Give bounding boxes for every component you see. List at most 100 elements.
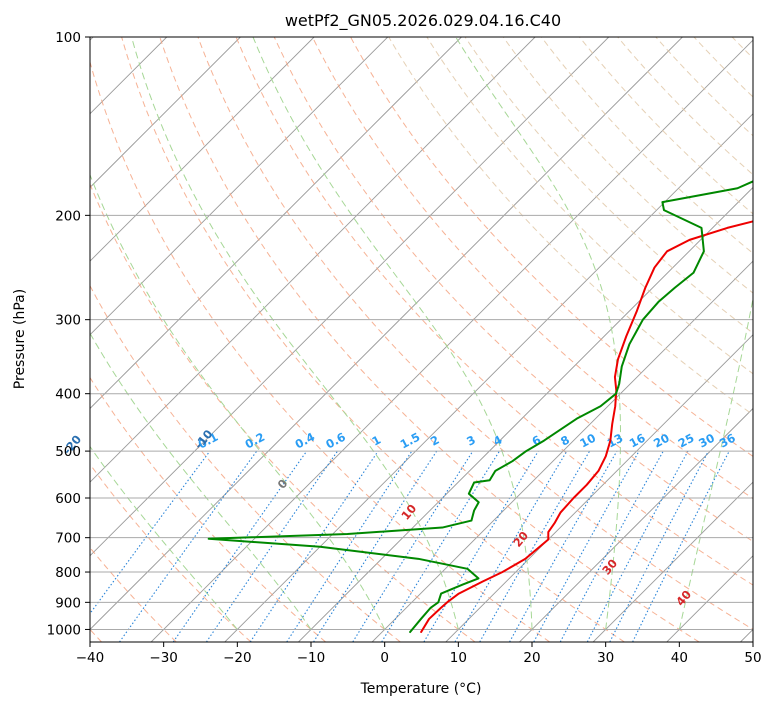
temperature-series [420, 220, 753, 634]
isotherm-line [90, 37, 315, 262]
y-tick-label: 200 [55, 208, 81, 224]
plot-frame [89, 36, 754, 643]
x-tick-label: 10 [450, 650, 467, 666]
moist-adiabat-line [252, 37, 533, 630]
y-tick-label: 900 [55, 595, 81, 611]
mixing-ratio-label: 0.6 [323, 430, 348, 452]
y-tick-label: 600 [55, 491, 81, 507]
moist-adiabat-line [90, 332, 312, 630]
x-tick-label: 40 [671, 650, 688, 666]
moist-adiabat-line [455, 37, 622, 630]
dry-adiabat-line [350, 37, 753, 457]
y-tick-label: 800 [55, 565, 81, 581]
x-tick-label: 0 [380, 650, 389, 666]
y-tick-label: 100 [55, 30, 81, 46]
x-tick-label: 50 [744, 650, 761, 666]
dry-adiabat-line [90, 463, 252, 642]
mixing-ratio-label: 4 [491, 433, 505, 449]
isotherm-line [90, 37, 683, 631]
mixing-ratio-label: 8 [558, 433, 572, 449]
dry-adiabat-line [388, 37, 753, 416]
moist-adiabat-line [678, 295, 753, 630]
y-axis: 100 200 300 400 500 600 700 800 900 1000 [47, 30, 90, 638]
x-tick-label: 20 [523, 650, 540, 666]
isotherm-line [90, 37, 241, 189]
mixing-ratio-label: 2 [428, 433, 442, 449]
dry-adiabat-line [159, 37, 700, 642]
mixing-ratio-line [286, 450, 413, 642]
y-tick-label: 500 [55, 444, 81, 460]
dry-adiabat-line [579, 37, 753, 215]
isotherm-line [90, 37, 462, 410]
x-tick-label: −10 [297, 650, 326, 666]
dry-adiabat-line [464, 37, 753, 334]
y-tick-label: 700 [55, 531, 81, 547]
mixing-ratio-label: 16 [627, 431, 648, 451]
mixing-ratio-line [313, 450, 438, 642]
isotherm-line [519, 407, 753, 642]
sounding-series [207, 180, 753, 634]
mixing-ratio-label: 1 [369, 433, 383, 449]
y-tick-label: 1000 [47, 622, 81, 638]
x-tick-label: −40 [76, 650, 105, 666]
x-tick-label: −30 [149, 650, 178, 666]
x-axis: −40 −30 −20 −10 0 10 20 30 40 50 [76, 642, 762, 666]
mixing-ratio-line [454, 450, 568, 642]
dry-adiabat-line [693, 37, 753, 98]
y-axis-label: Pressure (hPa) [12, 289, 28, 389]
mixing-ratio-label: 20 [651, 431, 672, 451]
dry-adiabat-line [197, 37, 753, 631]
x-tick-label: 30 [597, 650, 614, 666]
moist-adiabat-line [131, 37, 459, 630]
x-tick-label: −20 [223, 650, 252, 666]
isotherm-line [740, 628, 753, 642]
dry-adiabat-line [502, 37, 753, 294]
dry-adiabat-line [655, 37, 753, 137]
mixing-ratio-line [559, 450, 664, 642]
mixing-ratio-line [533, 450, 640, 642]
mixing-ratio-line [632, 450, 730, 642]
y-tick-label: 400 [55, 387, 81, 403]
mixing-ratio-label: 10 [577, 431, 598, 451]
dry-adiabat-line [90, 182, 476, 642]
moist-adiabat-line [90, 173, 386, 630]
isotherm-line [90, 37, 610, 557]
dry-adiabat-line [235, 37, 753, 586]
mixing-ratio-line [90, 450, 211, 615]
mixing-ratio-line [609, 450, 709, 642]
mixing-ratio-line [381, 450, 500, 642]
mixing-ratio-line [352, 450, 474, 642]
moist-adiabat-line [90, 445, 238, 630]
chart-title: wetPf2_GN05.2026.029.04.16.C40 [285, 11, 561, 31]
mixing-ratio-line [119, 450, 258, 642]
mixing-ratio-label: 0.4 [293, 430, 318, 452]
dry-adiabat-line [90, 284, 401, 642]
mixing-ratio-line [249, 450, 379, 642]
dry-adiabat-line [121, 37, 625, 642]
isotherm-line [592, 481, 753, 642]
adiabat-label: 20 [510, 528, 531, 549]
isotherm-line [224, 113, 753, 642]
isotherm-line [666, 555, 753, 642]
mixing-ratio-label: 36 [717, 431, 738, 451]
mixing-ratio-label: 30 [696, 431, 717, 451]
x-axis-label: Temperature (°C) [360, 681, 482, 697]
isotherm-line [90, 37, 536, 483]
mixing-ratio-line [509, 450, 618, 642]
dry-adiabat-line [770, 37, 775, 642]
mixing-ratio-line [205, 450, 338, 642]
dry-adiabat-line [311, 37, 753, 500]
mixing-ratio-line [479, 450, 591, 642]
isotherm-line [150, 39, 753, 642]
dry-adiabat-lines [90, 37, 775, 642]
moist-adiabat-lines [90, 37, 753, 630]
dry-adiabat-line [617, 37, 753, 176]
mixing-ratio-line [586, 450, 689, 642]
isotherm-line [371, 260, 753, 642]
isotherm-line [90, 37, 389, 336]
dry-adiabat-line [90, 60, 551, 642]
pressure-grid-lines [90, 37, 753, 630]
dewpoint-series [207, 180, 753, 634]
mixing-ratio-label: 25 [676, 431, 697, 451]
